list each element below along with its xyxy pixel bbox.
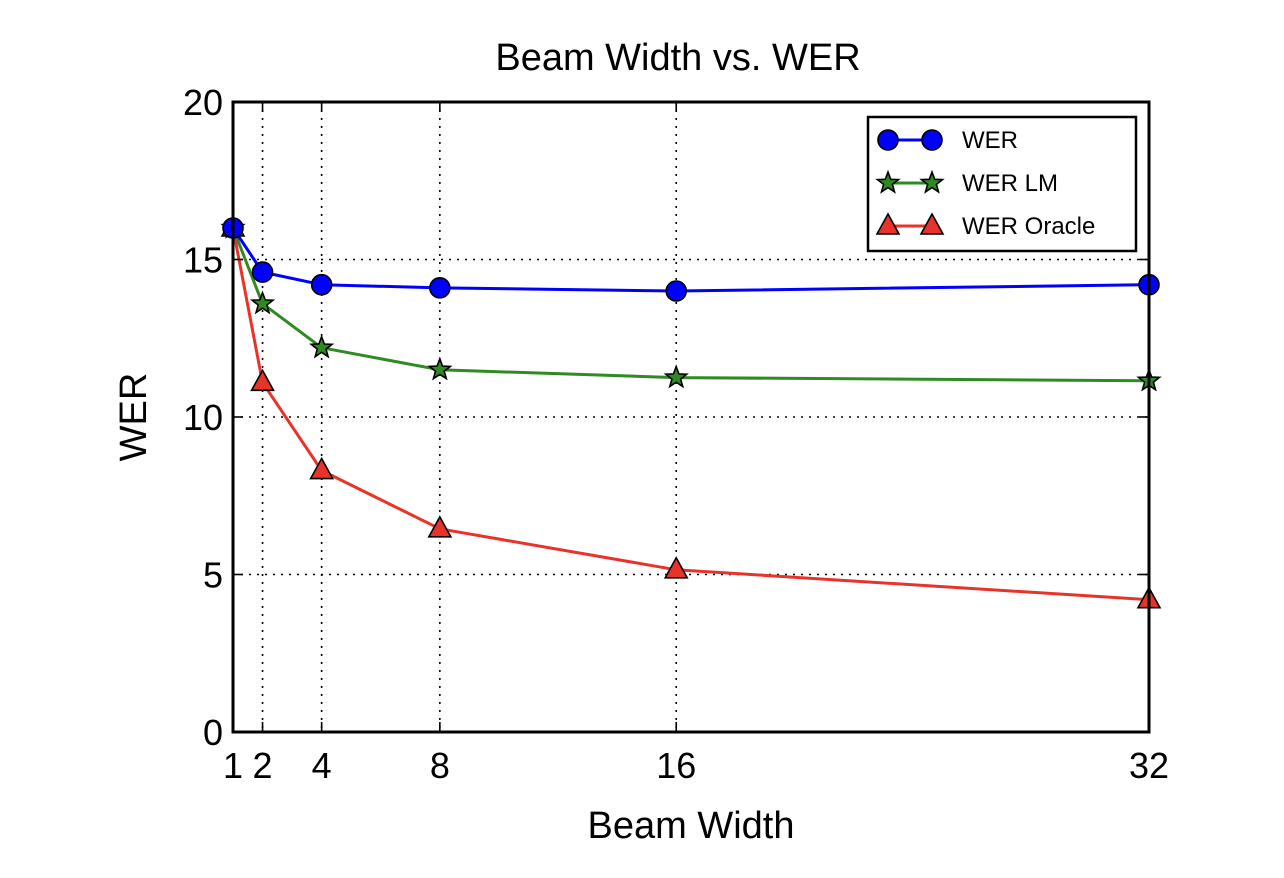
legend-marker [919, 212, 945, 235]
series-line-wer-oracle [231, 227, 1150, 602]
data-point-wer [310, 273, 333, 296]
x-tick-label: 16 [656, 745, 696, 786]
series-line-wer-lm [231, 227, 1150, 383]
data-point-wer-lm [249, 290, 276, 315]
legend-marker [877, 129, 899, 151]
data-point-wer-lm [427, 356, 453, 381]
legend-label: WER LM [962, 170, 1058, 197]
legend-marker [921, 129, 943, 151]
grid [233, 102, 1149, 732]
y-tick-label: 15 [183, 240, 223, 281]
x-tick-label: 2 [253, 745, 273, 786]
legend-marker [919, 169, 945, 194]
legend-marker [875, 169, 901, 194]
data-point-wer [251, 261, 274, 283]
y-tick-label: 20 [183, 82, 223, 123]
y-tick-label: 10 [183, 397, 223, 438]
series-layer [220, 214, 1162, 609]
x-axis-label: Beam Width [588, 805, 795, 847]
data-point-wer-oracle [427, 515, 453, 538]
data-point-wer-oracle [250, 368, 275, 392]
data-point-wer-lm [308, 334, 335, 359]
legend-entry-wer: WER [877, 127, 1018, 154]
x-tick-label: 8 [430, 745, 450, 786]
legend-label: WER [962, 127, 1018, 154]
legend-marker [875, 212, 901, 235]
data-point-wer-lm [663, 364, 689, 389]
y-tick-label: 5 [203, 555, 223, 596]
legend-entry-wer-oracle: WER Oracle [875, 212, 1095, 240]
data-point-wer [665, 280, 688, 302]
x-tick-label: 4 [312, 745, 332, 786]
x-tick-label: 1 [223, 745, 243, 786]
data-point-wer-oracle [309, 456, 334, 480]
legend: WER WER LM WER Oracle [866, 115, 1138, 253]
series-wer-oracle [220, 214, 1162, 609]
y-axis-label: WER [113, 373, 155, 462]
legend-entry-wer-lm: WER LM [875, 169, 1058, 197]
data-point-wer [429, 277, 451, 299]
legend-label: WER Oracle [962, 213, 1095, 240]
chart-title: Beam Width vs. WER [495, 37, 860, 79]
axis-ticks: 1 2 4 8 16 32 0 5 10 15 20 [183, 82, 1169, 786]
y-tick-label: 0 [203, 712, 223, 753]
x-tick-label: 32 [1129, 745, 1169, 786]
data-point-wer-oracle [663, 556, 689, 579]
